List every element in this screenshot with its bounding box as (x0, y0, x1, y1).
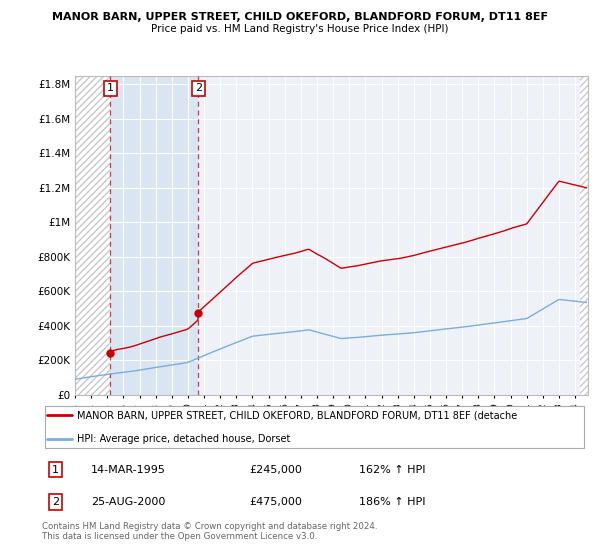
Text: MANOR BARN, UPPER STREET, CHILD OKEFORD, BLANDFORD FORUM, DT11 8EF (detache: MANOR BARN, UPPER STREET, CHILD OKEFORD,… (77, 410, 518, 420)
Bar (580, 76, 588, 395)
Text: 2: 2 (52, 497, 59, 507)
Text: £245,000: £245,000 (250, 465, 302, 475)
Text: Contains HM Land Registry data © Crown copyright and database right 2024.
This d: Contains HM Land Registry data © Crown c… (42, 522, 377, 542)
Text: 1: 1 (52, 465, 59, 475)
Text: 14-MAR-1995: 14-MAR-1995 (91, 465, 166, 475)
FancyBboxPatch shape (45, 405, 584, 449)
Text: 25-AUG-2000: 25-AUG-2000 (91, 497, 166, 507)
Text: 186% ↑ HPI: 186% ↑ HPI (359, 497, 425, 507)
Text: Price paid vs. HM Land Registry's House Price Index (HPI): Price paid vs. HM Land Registry's House … (151, 24, 449, 34)
Bar (580, 76, 588, 395)
Text: £475,000: £475,000 (250, 497, 302, 507)
Text: 162% ↑ HPI: 162% ↑ HPI (359, 465, 425, 475)
Bar (75, 76, 110, 395)
Text: MANOR BARN, UPPER STREET, CHILD OKEFORD, BLANDFORD FORUM, DT11 8EF: MANOR BARN, UPPER STREET, CHILD OKEFORD,… (52, 12, 548, 22)
Text: HPI: Average price, detached house, Dorset: HPI: Average price, detached house, Dors… (77, 434, 291, 444)
Text: 1: 1 (107, 83, 114, 94)
Bar (75, 76, 110, 395)
Text: 2: 2 (195, 83, 202, 94)
Bar (110, 76, 199, 395)
